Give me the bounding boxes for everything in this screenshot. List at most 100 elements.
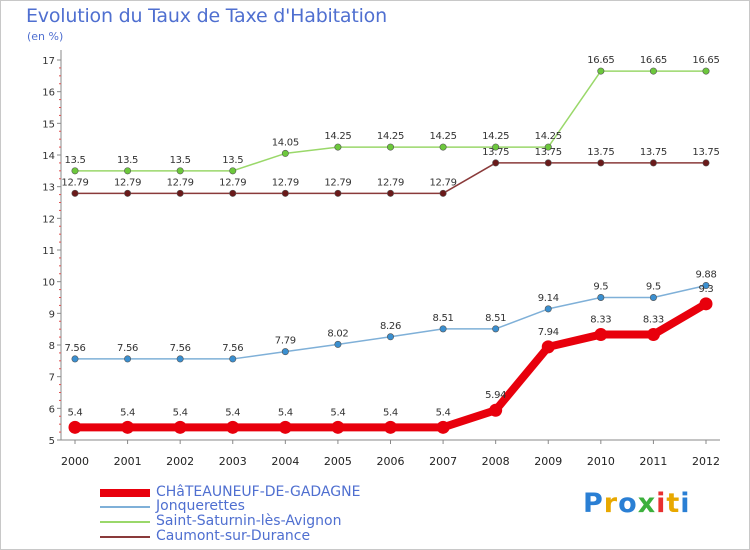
point-saint-saturnin-2009 (544, 143, 552, 151)
data-label-chateauneuf-2005: 5.4 (330, 407, 345, 418)
point-jonquerettes-2009 (544, 305, 552, 313)
point-chateauneuf-2010 (594, 328, 608, 342)
y-tick-label-17: 17 (42, 56, 55, 67)
point-saint-saturnin-2003 (229, 167, 237, 175)
data-label-saint-saturnin-2010: 16.65 (587, 55, 614, 66)
x-tick-label-2009: 2009 (534, 455, 562, 468)
y-axis-unit-label: (en %) (27, 30, 64, 43)
y-tick-label-13: 13 (42, 183, 55, 194)
x-tick-label-2005: 2005 (324, 455, 352, 468)
data-label-saint-saturnin-2008: 14.25 (482, 131, 509, 142)
point-jonquerettes-2010 (597, 293, 605, 301)
data-label-caumont-2000: 12.79 (61, 177, 88, 188)
point-chateauneuf-2009 (541, 340, 555, 354)
data-label-chateauneuf-2011: 8.33 (643, 315, 664, 326)
data-label-jonquerettes-2005: 8.02 (327, 328, 348, 339)
data-label-caumont-2010: 13.75 (587, 147, 614, 158)
legend-item-jonquerettes: Jonquerettes (100, 499, 420, 514)
legend-label-caumont: Caumont-sur-Durance (156, 528, 311, 544)
x-tick-label-2001: 2001 (114, 455, 142, 468)
x-tick-label-2000: 2000 (61, 455, 89, 468)
legend-swatch-saint-saturnin (100, 521, 150, 523)
data-label-jonquerettes-2012: 9.88 (695, 269, 716, 280)
point-caumont-2006 (386, 189, 394, 197)
point-caumont-2001 (124, 189, 132, 197)
point-chateauneuf-2001 (121, 420, 135, 434)
data-label-caumont-2009: 13.75 (535, 147, 562, 158)
point-caumont-2004 (281, 189, 289, 197)
y-tick-label-6: 6 (49, 404, 55, 415)
logo-letter: i (656, 488, 667, 519)
data-label-caumont-2008: 13.75 (482, 147, 509, 158)
logo-letter: i (680, 488, 691, 519)
logo-letter: t (666, 488, 681, 519)
x-tick-label-2012: 2012 (692, 455, 720, 468)
logo-letter: P (583, 488, 604, 519)
y-tick-label-7: 7 (49, 373, 55, 384)
data-label-saint-saturnin-2007: 14.25 (430, 131, 457, 142)
data-label-caumont-2002: 12.79 (167, 177, 194, 188)
data-label-caumont-2012: 13.75 (692, 147, 719, 158)
data-label-jonquerettes-2010: 9.5 (593, 282, 608, 293)
point-caumont-2000 (71, 189, 79, 197)
data-label-chateauneuf-2012: 9.3 (698, 284, 713, 295)
point-chateauneuf-2005 (331, 420, 345, 434)
x-tick-label-2004: 2004 (271, 455, 299, 468)
y-tick-label-12: 12 (42, 214, 55, 225)
y-tick-label-8: 8 (49, 341, 55, 352)
legend-item-caumont: Caumont-sur-Durance (100, 529, 420, 544)
x-tick-label-2008: 2008 (482, 455, 510, 468)
point-saint-saturnin-2006 (386, 143, 394, 151)
data-label-chateauneuf-2010: 8.33 (590, 315, 611, 326)
y-tick-label-11: 11 (42, 246, 55, 257)
data-label-jonquerettes-2006: 8.26 (380, 321, 401, 332)
data-label-chateauneuf-2000: 5.4 (67, 407, 82, 418)
point-caumont-2011 (649, 159, 657, 167)
data-label-caumont-2005: 12.79 (324, 177, 351, 188)
legend-swatch-jonquerettes (100, 506, 150, 508)
point-caumont-2010 (597, 159, 605, 167)
data-label-chateauneuf-2007: 5.4 (436, 407, 451, 418)
data-label-caumont-2004: 12.79 (272, 177, 299, 188)
point-chateauneuf-2002 (173, 420, 187, 434)
point-chateauneuf-2000 (68, 420, 82, 434)
point-saint-saturnin-2002 (176, 167, 184, 175)
point-saint-saturnin-2001 (124, 167, 132, 175)
point-saint-saturnin-2012 (702, 67, 710, 75)
data-label-caumont-2007: 12.79 (430, 177, 457, 188)
data-label-saint-saturnin-2005: 14.25 (324, 131, 351, 142)
point-chateauneuf-2011 (646, 328, 660, 342)
point-chateauneuf-2004 (278, 420, 292, 434)
data-label-jonquerettes-2007: 8.51 (433, 313, 454, 324)
y-tick-label-14: 14 (42, 151, 55, 162)
point-saint-saturnin-2007 (439, 143, 447, 151)
point-caumont-2003 (229, 189, 237, 197)
data-label-chateauneuf-2009: 7.94 (538, 327, 559, 338)
data-label-jonquerettes-2002: 7.56 (170, 343, 191, 354)
point-caumont-2008 (492, 159, 500, 167)
point-jonquerettes-2004 (281, 348, 289, 356)
x-tick-label-2006: 2006 (377, 455, 405, 468)
legend-item-saint-saturnin: Saint-Saturnin-lès-Avignon (100, 514, 420, 529)
data-label-jonquerettes-2004: 7.79 (275, 336, 296, 347)
data-label-chateauneuf-2001: 5.4 (120, 407, 135, 418)
y-tick-label-10: 10 (42, 278, 55, 289)
data-label-chateauneuf-2002: 5.4 (173, 407, 188, 418)
x-tick-label-2011: 2011 (639, 455, 667, 468)
point-chateauneuf-2003 (226, 420, 240, 434)
legend-label-jonquerettes: Jonquerettes (156, 498, 245, 514)
point-jonquerettes-2011 (649, 293, 657, 301)
point-saint-saturnin-2011 (649, 67, 657, 75)
data-label-caumont-2006: 12.79 (377, 177, 404, 188)
data-label-caumont-2003: 12.79 (219, 177, 246, 188)
data-label-jonquerettes-2001: 7.56 (117, 343, 138, 354)
point-caumont-2002 (176, 189, 184, 197)
y-tick-label-5: 5 (49, 436, 55, 447)
x-tick-label-2010: 2010 (587, 455, 615, 468)
point-chateauneuf-2007 (436, 420, 450, 434)
data-label-saint-saturnin-2011: 16.65 (640, 55, 667, 66)
data-label-jonquerettes-2000: 7.56 (64, 343, 85, 354)
data-label-jonquerettes-2009: 9.14 (538, 293, 559, 304)
point-saint-saturnin-2010 (597, 67, 605, 75)
